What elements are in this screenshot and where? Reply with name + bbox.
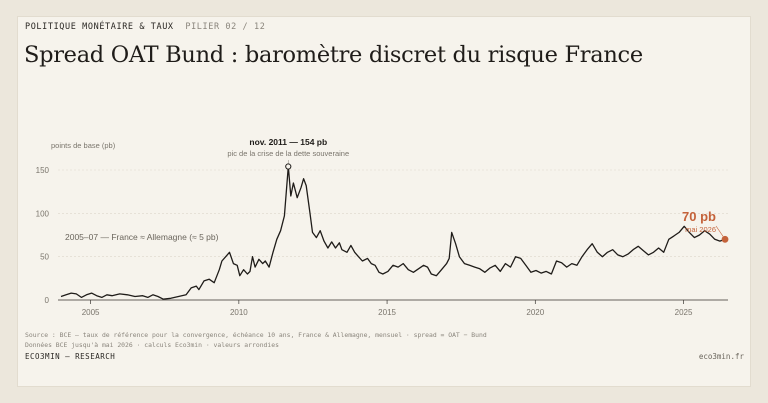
brand-label: ECO3MIN — RESEARCH <box>25 352 116 361</box>
x-tick-label: 2005 <box>82 308 100 317</box>
x-tick-label: 2015 <box>378 308 396 317</box>
page-title: Spread OAT Bund : baromètre discret du r… <box>24 42 643 68</box>
last-value-date: mai 2026 <box>685 225 716 234</box>
source-line-1: Source : BCE — taux de référence pour la… <box>25 331 487 339</box>
spread-series-line <box>60 165 726 300</box>
chart-card <box>17 16 751 387</box>
source-note: Source : BCE — taux de référence pour la… <box>25 330 487 350</box>
kicker-pillar: PILIER 02 / 12 <box>185 22 266 32</box>
y-tick-label: 150 <box>36 166 50 175</box>
peak-label: nov. 2011 — 154 pb <box>249 137 327 147</box>
y-tick-label: 50 <box>40 253 49 262</box>
calm-period-label: 2005–07 — France ≈ Allemagne (≈ 5 pb) <box>65 232 219 242</box>
x-tick-label: 2010 <box>230 308 248 317</box>
last-value-label: 70 pb <box>682 209 716 224</box>
site-url[interactable]: eco3min.fr <box>698 352 744 361</box>
last-leader-line <box>715 225 724 237</box>
y-tick-label: 100 <box>36 209 50 218</box>
y-axis-label: points de base (pb) <box>51 141 116 150</box>
kicker: POLITIQUE MONÉTAIRE & TAUX PILIER 02 / 1… <box>25 22 265 32</box>
kicker-topic: POLITIQUE MONÉTAIRE & TAUX <box>25 22 174 32</box>
source-line-2: Données BCE jusqu'à mai 2026 · calculs E… <box>25 341 279 349</box>
y-tick-label: 0 <box>45 296 50 305</box>
x-tick-label: 2025 <box>675 308 693 317</box>
peak-sublabel: pic de la crise de la dette souveraine <box>227 149 349 158</box>
peak-marker <box>285 163 292 170</box>
x-tick-label: 2020 <box>526 308 544 317</box>
last-value-marker <box>721 235 729 243</box>
